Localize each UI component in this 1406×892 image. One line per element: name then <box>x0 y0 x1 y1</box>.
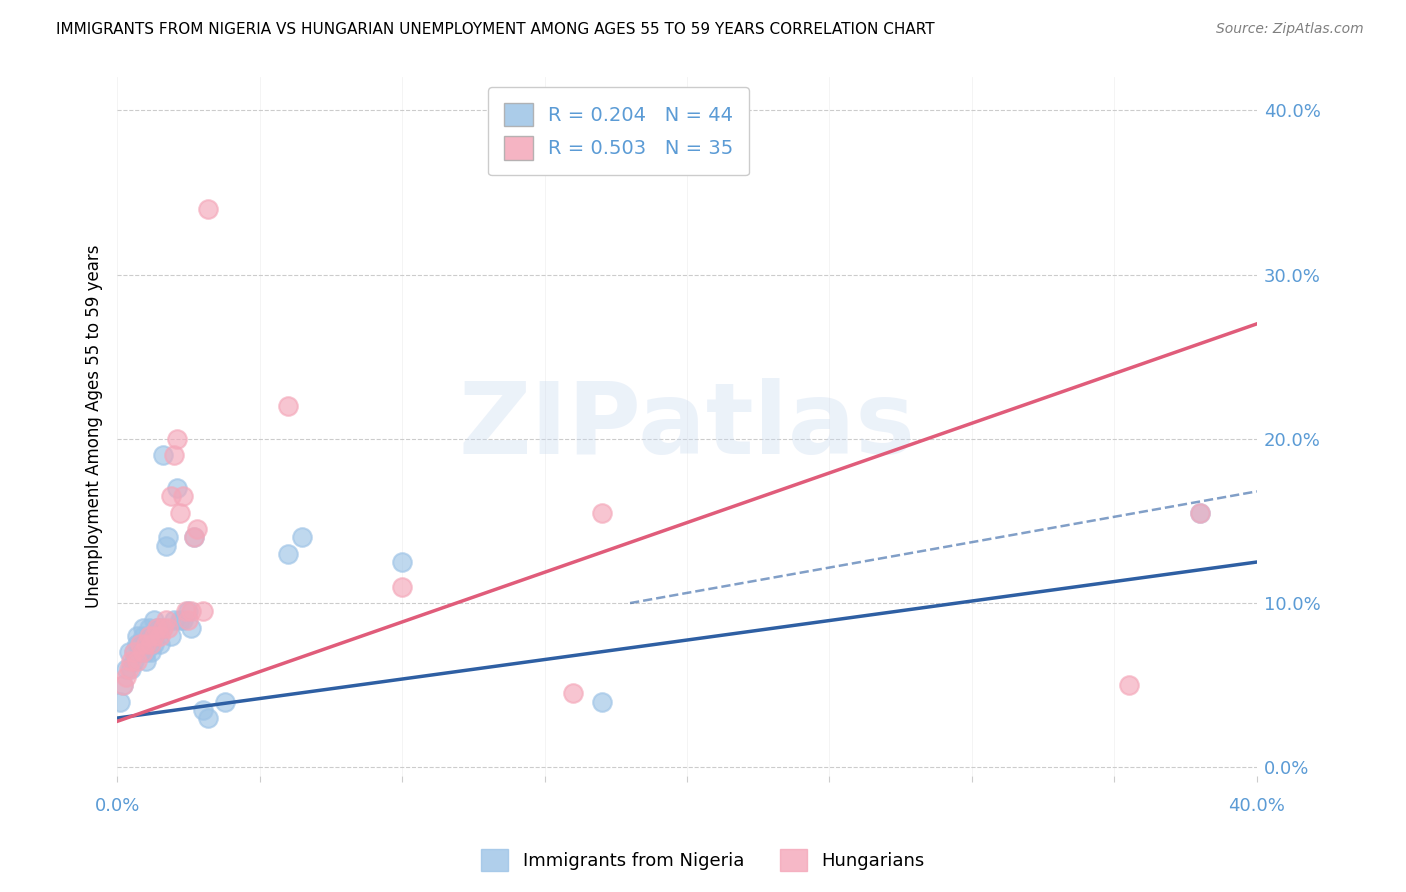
Point <box>127 629 149 643</box>
Point <box>135 654 157 668</box>
Point <box>172 613 194 627</box>
Point <box>108 695 131 709</box>
Point <box>135 637 157 651</box>
Point <box>277 547 299 561</box>
Point <box>191 604 214 618</box>
Point <box>291 530 314 544</box>
Text: IMMIGRANTS FROM NIGERIA VS HUNGARIAN UNEMPLOYMENT AMONG AGES 55 TO 59 YEARS CORR: IMMIGRANTS FROM NIGERIA VS HUNGARIAN UNE… <box>56 22 935 37</box>
Point <box>277 399 299 413</box>
Point <box>166 432 188 446</box>
Point <box>132 629 155 643</box>
Point <box>129 637 152 651</box>
Point <box>146 621 169 635</box>
Point <box>117 645 139 659</box>
Point <box>191 703 214 717</box>
Point <box>155 613 177 627</box>
Point <box>591 695 613 709</box>
Point <box>129 645 152 659</box>
Point <box>111 678 134 692</box>
Point <box>160 629 183 643</box>
Text: ZIPatlas: ZIPatlas <box>458 378 915 475</box>
Point <box>132 645 155 659</box>
Point <box>152 448 174 462</box>
Point <box>129 637 152 651</box>
Point <box>146 621 169 635</box>
Point <box>132 621 155 635</box>
Point <box>183 530 205 544</box>
Point <box>141 637 163 651</box>
Point <box>197 202 219 216</box>
Point <box>152 621 174 635</box>
Point <box>562 686 585 700</box>
Point <box>120 662 142 676</box>
Point <box>391 555 413 569</box>
Point <box>138 629 160 643</box>
Point <box>177 613 200 627</box>
Point <box>149 621 172 635</box>
Y-axis label: Unemployment Among Ages 55 to 59 years: Unemployment Among Ages 55 to 59 years <box>86 244 103 608</box>
Point <box>114 662 136 676</box>
Point <box>157 530 180 544</box>
Legend: Immigrants from Nigeria, Hungarians: Immigrants from Nigeria, Hungarians <box>474 842 932 879</box>
Point <box>197 711 219 725</box>
Point <box>120 654 142 668</box>
Point <box>166 481 188 495</box>
Point <box>163 613 186 627</box>
Point <box>157 621 180 635</box>
Point <box>174 604 197 618</box>
Point <box>138 629 160 643</box>
Point <box>127 654 149 668</box>
Point <box>124 645 146 659</box>
Point <box>117 662 139 676</box>
Point <box>149 629 172 643</box>
Point <box>143 637 166 651</box>
Point <box>214 695 236 709</box>
Point <box>391 580 413 594</box>
Point <box>149 637 172 651</box>
Point <box>127 637 149 651</box>
Point <box>141 645 163 659</box>
Point <box>1188 506 1211 520</box>
Point <box>180 621 202 635</box>
Point <box>135 645 157 659</box>
Point <box>138 621 160 635</box>
Point <box>111 678 134 692</box>
Point <box>172 489 194 503</box>
Point <box>183 530 205 544</box>
Point <box>177 604 200 618</box>
Point <box>169 506 191 520</box>
Point <box>135 637 157 651</box>
Point <box>180 604 202 618</box>
Point <box>591 506 613 520</box>
Point <box>124 654 146 668</box>
Point <box>155 539 177 553</box>
Point <box>186 522 208 536</box>
Point <box>143 613 166 627</box>
Point <box>160 489 183 503</box>
Point <box>163 448 186 462</box>
Text: 0.0%: 0.0% <box>94 797 139 815</box>
Point <box>1118 678 1140 692</box>
Point <box>141 629 163 643</box>
Text: 40.0%: 40.0% <box>1229 797 1285 815</box>
Text: Source: ZipAtlas.com: Source: ZipAtlas.com <box>1216 22 1364 37</box>
Point <box>169 613 191 627</box>
Point <box>114 670 136 684</box>
Point <box>143 629 166 643</box>
Legend: R = 0.204   N = 44, R = 0.503   N = 35: R = 0.204 N = 44, R = 0.503 N = 35 <box>488 87 749 176</box>
Point <box>124 645 146 659</box>
Point <box>1188 506 1211 520</box>
